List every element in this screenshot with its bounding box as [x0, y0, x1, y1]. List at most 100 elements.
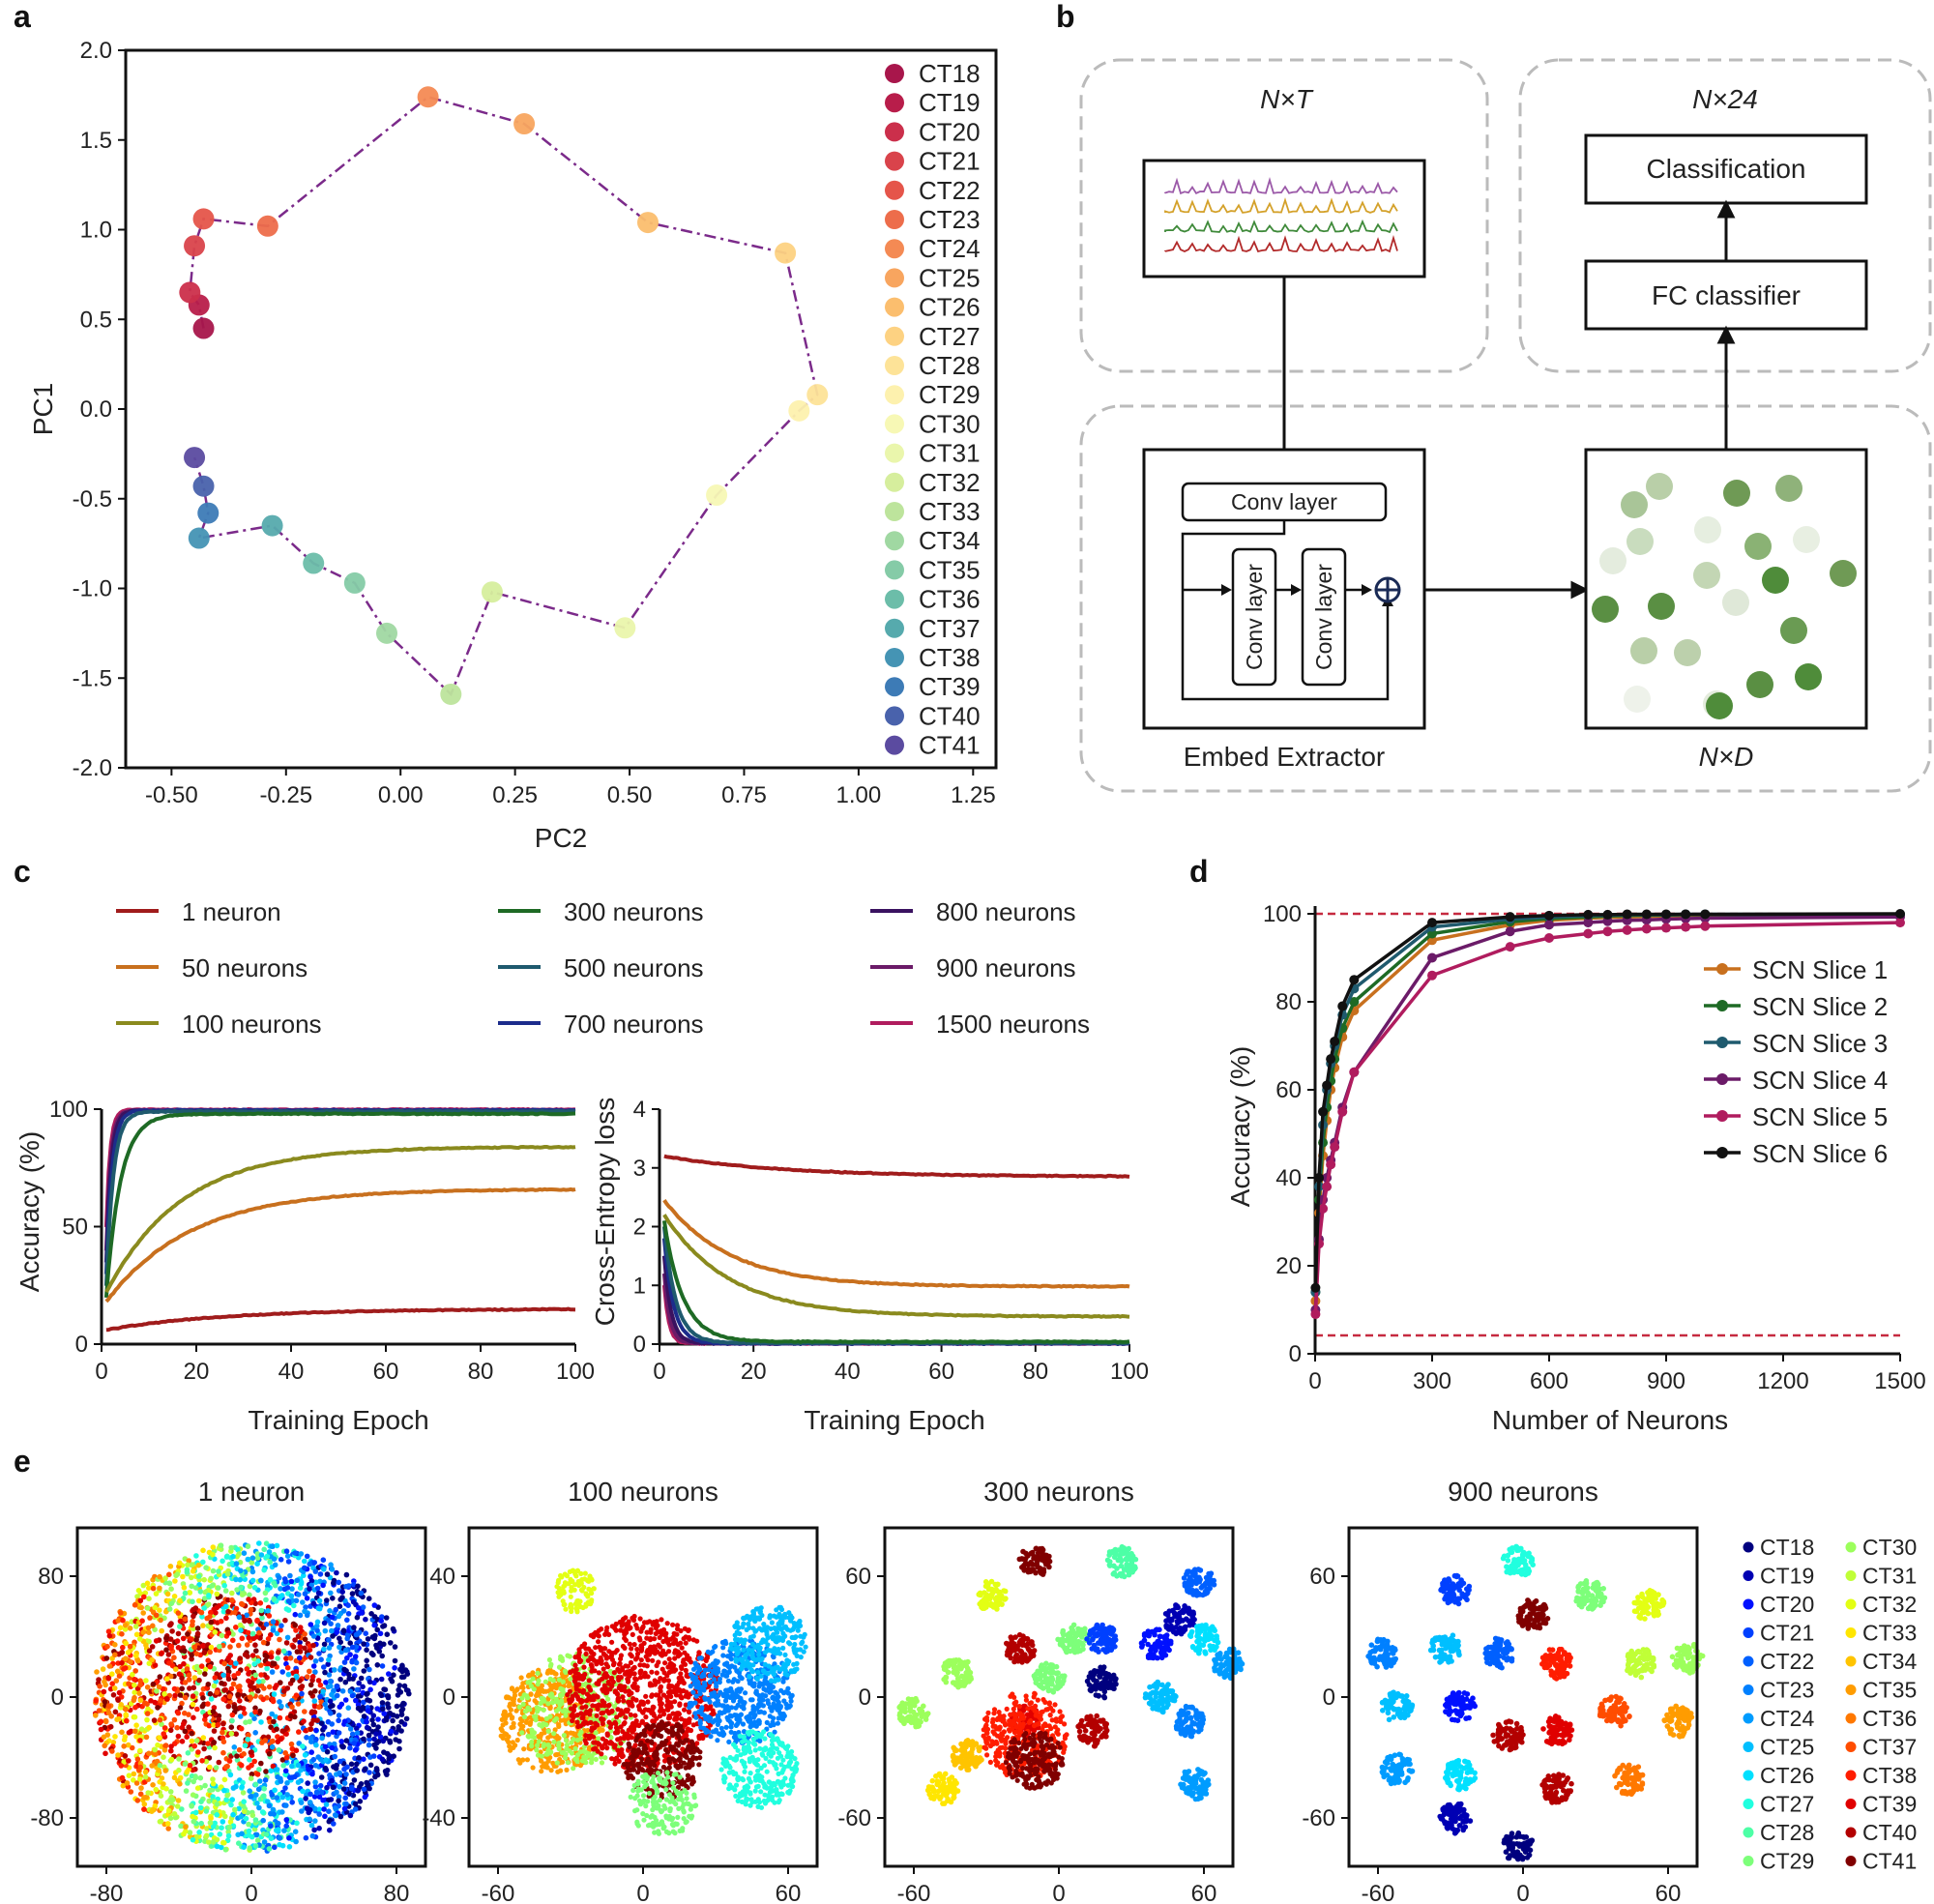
e-point [235, 1691, 241, 1698]
e-point [158, 1818, 164, 1825]
e-point [298, 1800, 305, 1805]
e-point [201, 1650, 208, 1655]
e-point [210, 1567, 217, 1574]
e-point [562, 1571, 568, 1577]
e-point [237, 1705, 244, 1711]
e-point [125, 1650, 132, 1655]
a-legend-label: CT31 [919, 439, 981, 468]
e-point [272, 1660, 278, 1667]
e-point [379, 1653, 386, 1659]
e-point [311, 1560, 318, 1566]
e-point [527, 1721, 533, 1727]
e-point [260, 1639, 267, 1646]
e-point [529, 1730, 536, 1736]
e-point [315, 1678, 322, 1684]
a-point-CT28 [806, 384, 829, 406]
e-point [245, 1556, 251, 1563]
e-point [277, 1835, 283, 1841]
e-point [298, 1551, 305, 1557]
e-point [187, 1762, 193, 1769]
e-point [228, 1685, 235, 1692]
e-point [671, 1630, 677, 1636]
e-point [210, 1551, 216, 1558]
e-point [222, 1847, 229, 1853]
e-point [258, 1760, 264, 1767]
e-point [651, 1620, 657, 1626]
e-point [623, 1615, 629, 1621]
e-point [701, 1663, 707, 1669]
input-dim-label: N×T [1260, 84, 1314, 114]
d-point [1661, 923, 1671, 933]
e-point [266, 1751, 273, 1757]
e-point [522, 1709, 529, 1714]
d-point [1310, 1309, 1321, 1320]
e-point [366, 1736, 372, 1743]
conv-layer-1 [1231, 547, 1277, 687]
e-point [132, 1728, 138, 1735]
e-point [149, 1763, 155, 1769]
e-point [361, 1668, 367, 1674]
e-point [334, 1789, 339, 1796]
embedding-cluster [1646, 473, 1673, 500]
e-point [96, 1677, 102, 1683]
e-point [659, 1666, 665, 1672]
e-point [311, 1698, 318, 1704]
a-ytick-label: -1.5 [73, 665, 112, 691]
e-point [258, 1552, 265, 1558]
e-point [540, 1764, 545, 1770]
e-point [572, 1745, 578, 1752]
d-ytick-label: 0 [1289, 1341, 1302, 1367]
e-point [256, 1804, 262, 1811]
e-point [269, 1743, 276, 1750]
e-point [616, 1661, 623, 1667]
e-point [150, 1585, 157, 1592]
e-point [270, 1738, 276, 1744]
e-point [682, 1707, 688, 1713]
e-point [181, 1585, 188, 1591]
e-point [531, 1735, 538, 1741]
a-legend-marker [885, 648, 904, 667]
e-point [162, 1743, 169, 1748]
curve-300-neurons [661, 1219, 1130, 1345]
e-point [310, 1642, 316, 1649]
e-point [679, 1645, 685, 1651]
e-point [152, 1604, 158, 1611]
e-point [374, 1645, 380, 1651]
e-point [631, 1613, 637, 1620]
a-legend-label: CT38 [919, 643, 981, 672]
e-point [263, 1622, 270, 1627]
e-point [175, 1798, 182, 1803]
e-point [132, 1682, 137, 1688]
e-point [293, 1627, 299, 1633]
a-point-CT20 [179, 281, 201, 304]
e-point [236, 1642, 242, 1649]
e-point [196, 1597, 202, 1604]
d-point [1583, 909, 1594, 920]
e-point [624, 1761, 630, 1767]
e-point [174, 1724, 180, 1731]
e-point [328, 1562, 334, 1567]
e-point [625, 1669, 630, 1675]
e-point [252, 1843, 259, 1849]
e-point [562, 1580, 569, 1586]
embedding-cluster [1630, 637, 1657, 664]
e-point [179, 1739, 186, 1744]
e-point [339, 1589, 346, 1595]
e-point [257, 1600, 264, 1606]
e-point [278, 1680, 283, 1685]
e-point [683, 1738, 689, 1743]
e-point [591, 1586, 597, 1592]
a-legend-marker [885, 472, 904, 492]
e-point [659, 1740, 665, 1745]
e-point [109, 1681, 115, 1686]
e-point [533, 1717, 539, 1723]
a-legend-marker [885, 735, 904, 755]
e-point [133, 1734, 139, 1740]
e-point [340, 1608, 347, 1614]
e-point [645, 1699, 651, 1705]
curve-1-neuron [105, 1306, 576, 1333]
e-point [273, 1714, 278, 1720]
e-point [210, 1839, 217, 1845]
curve-800-neurons [661, 1255, 1130, 1347]
e-point [310, 1756, 317, 1763]
